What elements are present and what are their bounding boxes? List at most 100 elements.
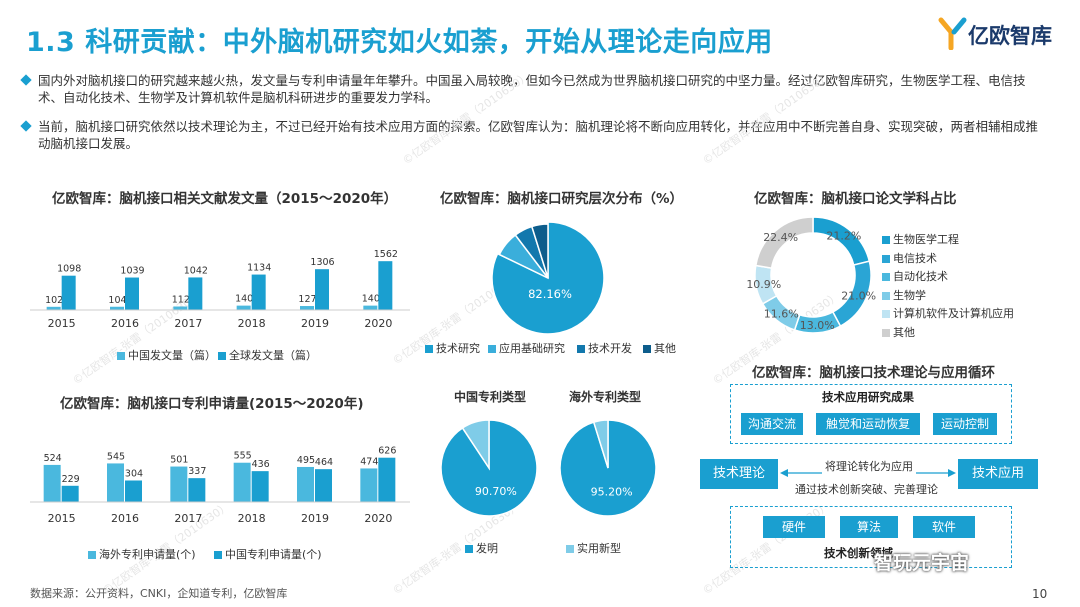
x-tick-label: 2018 [238,317,266,330]
legend-label: 海外专利申请量(个) [99,548,196,561]
cycle-item-algorithm: 算法 [840,516,898,538]
legend-label: 全球发文量（篇） [229,349,317,362]
legend-china-patents: 中国专利申请量(个) [214,546,322,562]
page-number: 10 [1032,587,1048,601]
pie-value-label: 21.0% [841,289,876,302]
bar-value-label: 140 [362,294,380,305]
x-tick-label: 2016 [111,512,139,525]
bar-value-label: 1306 [310,257,334,268]
discipline-legend-item: 生物学 [882,287,926,303]
cycle-item-hardware: 硬件 [763,516,825,538]
diamond-bullet-icon [20,120,32,132]
legend-swatch [218,352,226,360]
bar-value-label: 229 [62,474,80,485]
x-tick-label: 2019 [301,512,329,525]
bar [378,261,393,310]
bullet-1-text: 国内外对脑机接口的研究越来越火热，发文量与专利申请量年年攀升。中国虽入局较晚，但… [38,73,1026,105]
bar [251,274,266,310]
legend-swatch [882,236,890,244]
cycle-top-box [730,384,1012,444]
bar-value-label: 127 [298,294,316,305]
bar-value-label: 1039 [120,266,144,277]
bar-value-label: 1042 [184,265,208,276]
cycle-item-communication: 沟通交流 [741,413,803,435]
chart-cn-patent-title: 中国专利类型 [454,390,527,404]
legend-tech-dev: 技术开发 [577,340,632,356]
pie-value-label: 95.20% [591,486,633,499]
pie-value-label: 82.16% [528,287,572,301]
bar [251,471,269,502]
x-tick-label: 2016 [111,317,139,330]
legend-label: 应用基础研究 [499,342,565,355]
legend-label: 计算机软件及计算机应用 [893,307,1014,320]
bullet-2: 当前，脑机接口研究依然以技术理论为主，不过已经开始有技术应用方面的探索。亿欧智库… [20,118,1048,152]
bar [170,466,188,502]
bar [236,305,251,310]
legend-applied-basic: 应用基础研究 [488,340,565,356]
legend-swatch [566,545,574,553]
legend-swatch [425,345,433,353]
pie-slice [530,223,549,279]
bar [125,480,142,502]
bullet-2-text: 当前，脑机接口研究依然以技术理论为主，不过已经开始有技术应用方面的探索。亿欧智库… [38,119,1039,151]
legend-swatch [88,551,96,559]
pie-value-label: 22.4% [763,231,798,244]
legend-label: 中国专利申请量(个) [225,548,322,561]
pie-value-label: 13.0% [800,319,835,332]
legend-swatch [882,254,890,263]
bar-value-label: 140 [235,294,253,305]
bar [61,275,76,310]
chart-distribution-title: 亿欧智库：脑机接口研究层次分布（%） [440,191,684,207]
data-source: 数据来源：公开资料，CNKI，企知道专利，亿欧智库 [30,587,288,600]
legend-china-papers: 中国发文量（篇） [117,347,216,363]
chart-cn-patent-type: 90.70% [440,419,538,517]
legend-label: 其他 [893,325,915,339]
bar [378,457,396,502]
bar-value-label: 524 [44,453,62,464]
bar-value-label: 501 [170,455,188,466]
cycle-arrow-bottom-text: 通过技术创新突破、完善理论 [795,483,938,496]
legend-other: 其他 [643,340,676,356]
pie-slice [491,221,605,335]
bar [61,485,79,502]
bar-value-label: 555 [234,451,252,462]
cycle-theory: 技术理论 [700,459,778,489]
cycle-title: 亿欧智库：脑机接口技术理论与应用循环 [752,365,995,381]
x-tick-label: 2015 [48,512,76,525]
wechat-account-watermark: 智玩元宇宙 [874,552,970,574]
legend-overseas-patents: 海外专利申请量(个) [88,546,196,562]
logo-icon [938,17,967,50]
cycle-item-motion-control: 运动控制 [933,413,997,435]
legend-swatch [882,273,890,281]
legend-utility: 实用新型 [566,540,621,556]
bar-value-label: 104 [108,295,126,306]
discipline-legend-item: 生物医学工程 [882,231,959,247]
chart-papers-title: 亿欧智库：脑机接口相关文献发文量（2015～2020年） [52,191,398,207]
x-tick-label: 2020 [364,317,392,330]
cycle-bottom-box [730,506,1012,568]
legend-swatch [488,345,496,353]
brand-logo: 亿欧智库 [938,16,1058,52]
pie-slice [754,216,814,269]
legend-swatch [117,352,125,360]
bar [300,306,314,310]
chart-papers: 102 1098 2015 104 1039 2016 112 1042 2017 140 1134… [30,249,410,330]
bar [360,468,378,502]
x-tick-label: 2019 [301,317,329,330]
cycle-bottom-label: 技术创新领域 [824,546,893,560]
legend-label: 发明 [476,542,498,555]
bar [107,463,124,502]
chart-os-patent-title: 海外专利类型 [569,390,642,404]
legend-swatch [214,551,222,559]
bar-value-label: 474 [360,456,378,467]
bar-value-label: 337 [188,466,206,477]
diamond-bullet-icon [20,74,32,86]
bar [188,478,206,502]
legend-swatch [882,310,890,318]
bar [315,469,332,502]
cycle-application: 技术应用 [958,459,1038,489]
x-tick-label: 2020 [364,512,392,525]
pie-value-label: 11.6% [764,308,799,321]
pie-value-label: 21.2% [826,230,861,243]
x-tick-label: 2015 [48,317,76,330]
